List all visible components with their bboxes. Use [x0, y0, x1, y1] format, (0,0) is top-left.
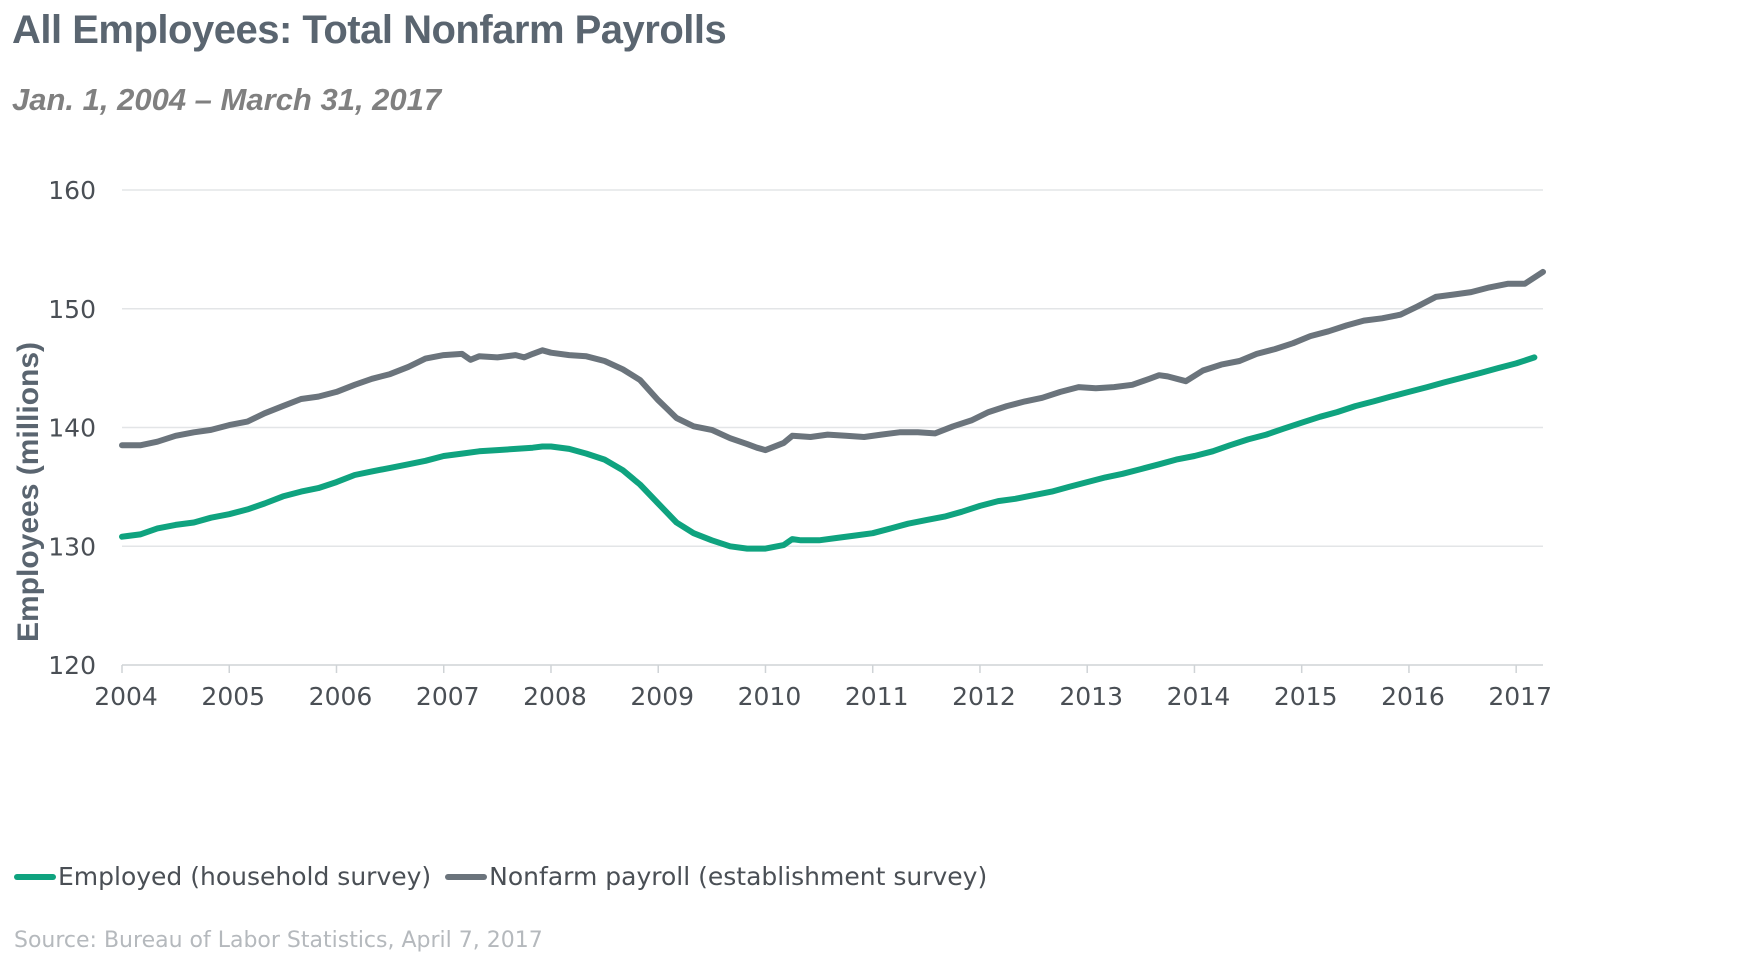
x-tick-label: 2004 — [94, 682, 158, 711]
x-tick-label: 2012 — [952, 682, 1016, 711]
x-axis — [121, 664, 1543, 673]
x-tick-label: 2008 — [523, 682, 587, 711]
x-tick-label: 2011 — [845, 682, 909, 711]
y-tick-label: 160 — [48, 176, 96, 205]
legend-item-employed: Employed (household survey) — [14, 862, 431, 891]
chart-title: All Employees: Total Nonfarm Payrolls — [12, 8, 727, 52]
legend-label-nonfarm: Nonfarm payroll (establishment survey) — [489, 862, 988, 891]
y-tick-label: 140 — [48, 414, 96, 443]
series-line-nonfarm — [119, 268, 1546, 454]
y-axis-title: Employees (millions) — [12, 342, 45, 642]
y-tick-labels: 120 130 140 150 160 — [48, 176, 96, 680]
x-tick-labels: 2004 2005 2006 2007 2008 2009 2010 2011 2012 2013… — [94, 682, 1552, 711]
legend-label-employed: Employed (household survey) — [58, 862, 432, 891]
x-tick-label: 2005 — [201, 682, 265, 711]
x-tick-label: 2007 — [416, 682, 480, 711]
x-tick-label: 2010 — [738, 682, 802, 711]
source-note: Source: Bureau of Labor Statistics, Apri… — [14, 928, 543, 953]
x-tick-label: 2009 — [630, 682, 694, 711]
x-tick-label: 2006 — [309, 682, 373, 711]
x-tick-label: 2014 — [1167, 682, 1231, 711]
y-tick-label: 120 — [48, 651, 96, 680]
y-tick-label: 150 — [48, 295, 96, 324]
legend-swatch-employed — [14, 873, 56, 880]
series-lines — [119, 268, 1546, 552]
x-tick-label: 2017 — [1488, 682, 1552, 711]
grid-lines — [122, 189, 1543, 547]
series-line-employed — [119, 354, 1538, 552]
x-tick-label: 2015 — [1274, 682, 1338, 711]
legend: Employed (household survey) Nonfarm payr… — [14, 862, 1001, 891]
legend-item-nonfarm: Nonfarm payroll (establishment survey) — [445, 862, 987, 891]
line-chart: 120 130 140 150 160 2004 2005 2006 2007 2008 2009… — [12, 176, 1552, 711]
x-tick-label: 2016 — [1381, 682, 1445, 711]
x-tick-label: 2013 — [1059, 682, 1123, 711]
chart-subtitle: Jan. 1, 2004 – March 31, 2017 — [12, 82, 442, 117]
legend-swatch-nonfarm — [445, 873, 488, 880]
y-tick-label: 130 — [48, 532, 96, 561]
